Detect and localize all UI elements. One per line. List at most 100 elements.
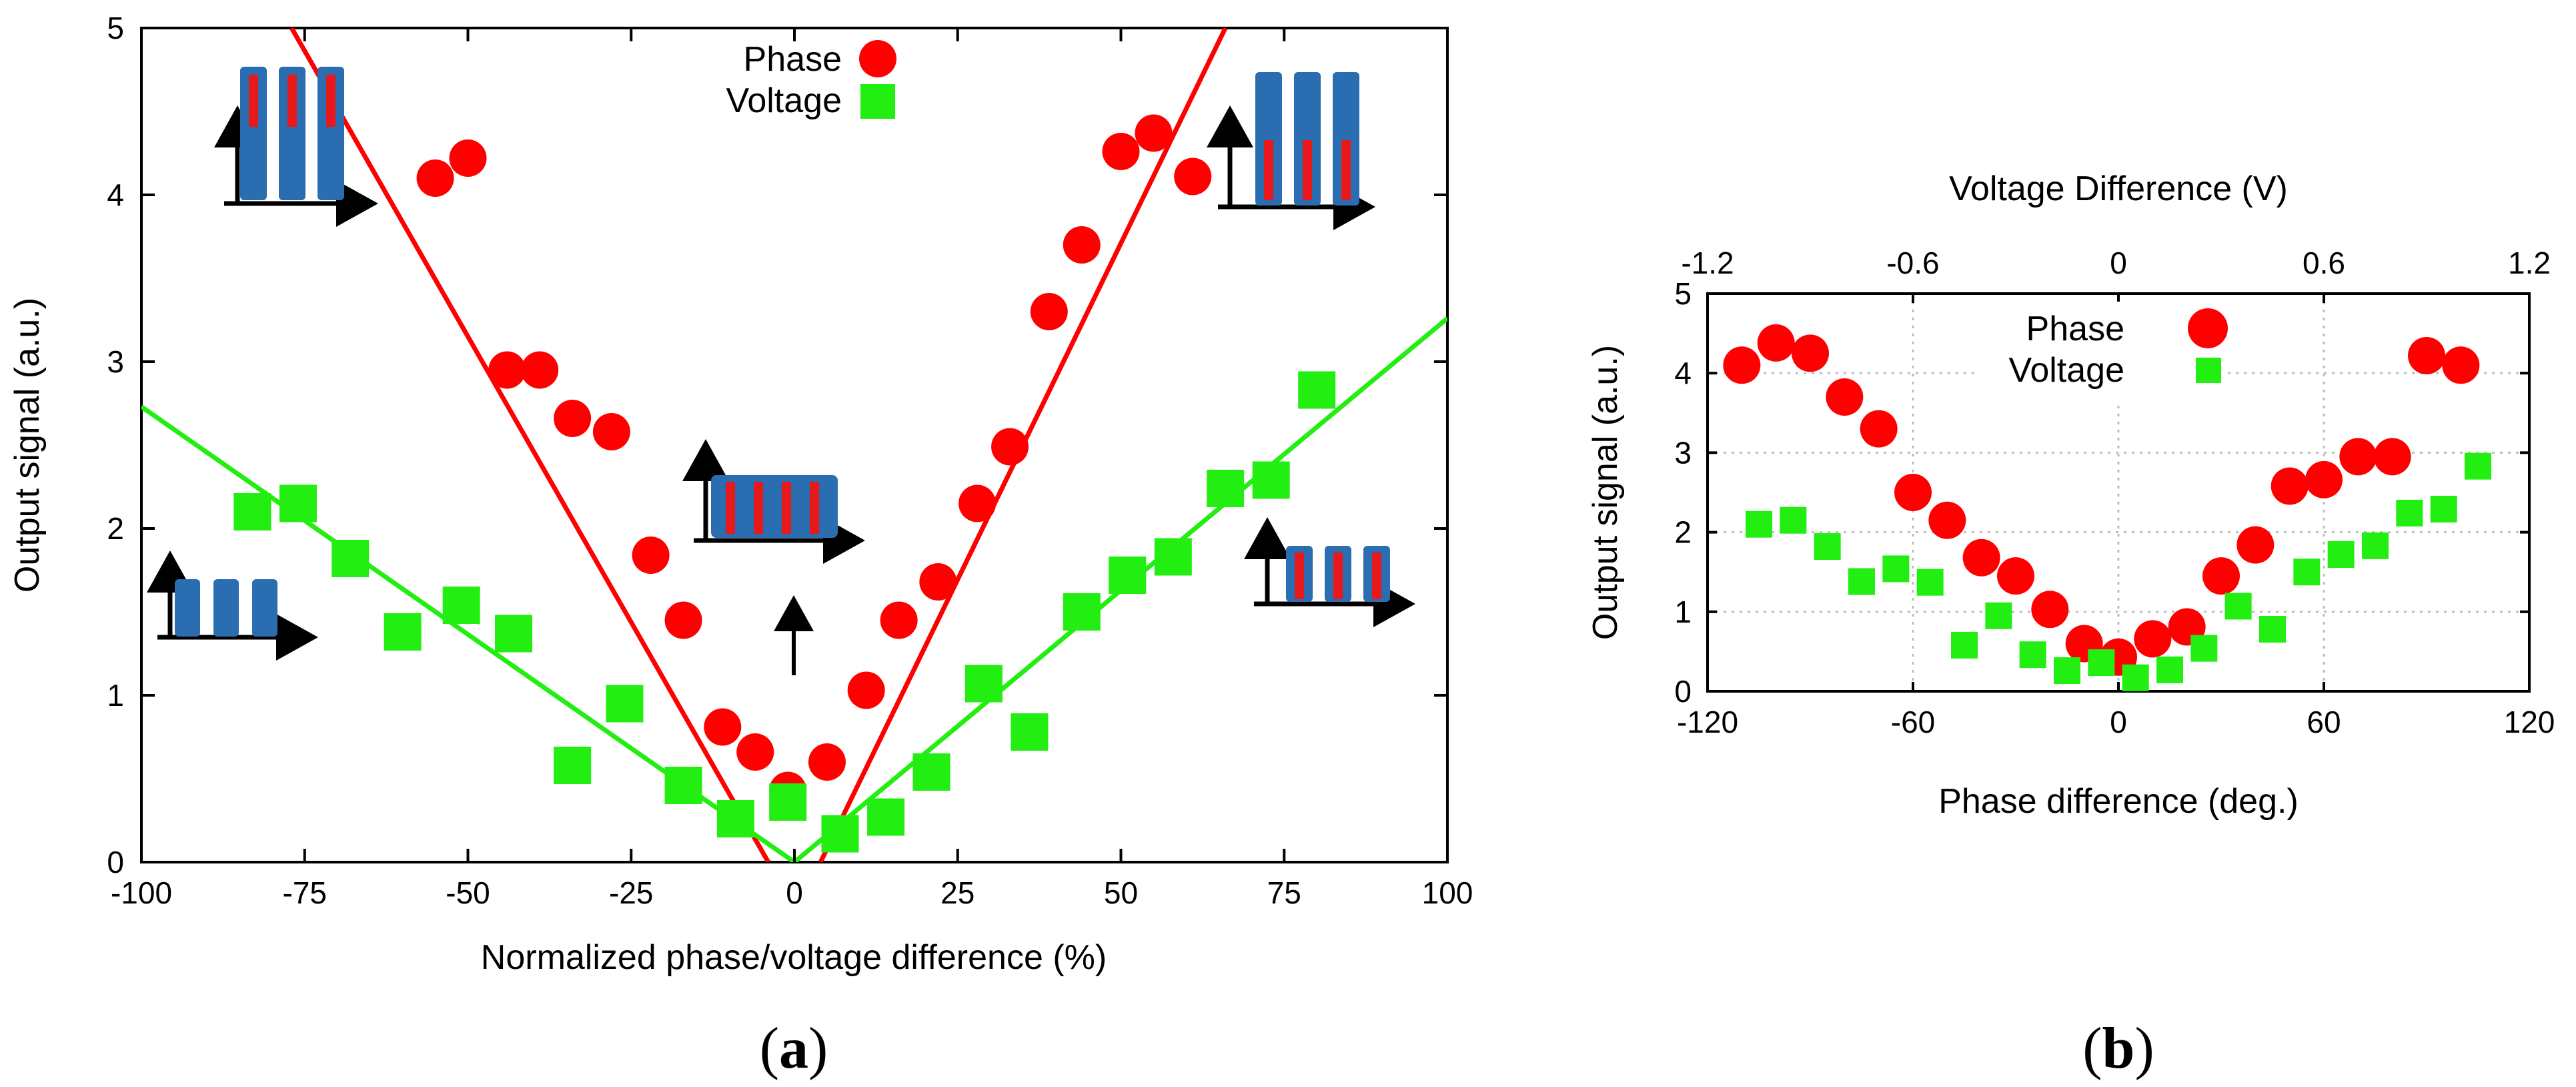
data-point-phase: [1030, 293, 1068, 330]
data-point-voltage: [2054, 657, 2080, 685]
y-tick-label: 5: [1674, 276, 1692, 311]
data-point-voltage: [554, 747, 592, 784]
panel-b-legend-phase-marker: [2188, 308, 2228, 348]
data-point-voltage: [1063, 593, 1101, 631]
data-point-phase: [521, 351, 559, 389]
x-tick-label: 0: [786, 875, 803, 910]
data-point-voltage: [2327, 540, 2355, 568]
panel-a-x-axis-label: Normalized phase/voltage difference (%): [481, 938, 1107, 977]
y-tick-label: 0: [1674, 674, 1692, 709]
y-tick-label: 2: [107, 511, 124, 546]
x-tick-label: -100: [111, 875, 172, 910]
data-point-voltage: [964, 665, 1003, 703]
data-point-phase: [991, 428, 1029, 466]
data-point-phase: [919, 563, 957, 601]
data-point-phase: [2202, 557, 2240, 595]
data-point-phase: [2373, 438, 2411, 476]
y-tick-label: 0: [107, 845, 124, 879]
data-point-voltage: [2019, 641, 2046, 669]
y-tick-label: 4: [107, 177, 124, 212]
data-point-phase: [2339, 438, 2377, 476]
data-point-voltage: [2190, 635, 2218, 662]
inset-device-middle: [682, 439, 865, 675]
data-point-phase: [416, 159, 454, 197]
data-point-phase: [1860, 410, 1898, 448]
y-tick-label: 3: [1674, 435, 1692, 470]
y-tick-label: 1: [107, 678, 124, 713]
panel-b-y-axis-label: Output signal (a.u.): [1586, 345, 1625, 640]
data-point-voltage: [1780, 506, 1807, 534]
data-point-voltage: [384, 613, 422, 651]
data-point-phase: [1063, 226, 1101, 264]
data-point-phase: [704, 708, 742, 746]
x2-tick-label: -0.6: [1886, 246, 1939, 280]
data-point-phase: [2271, 467, 2309, 505]
data-point-phase: [1757, 324, 1795, 362]
data-point-phase: [1997, 557, 2034, 595]
data-point-phase: [2236, 526, 2275, 564]
data-point-phase: [1962, 538, 2000, 577]
inset-device-top-left: [214, 67, 378, 227]
data-point-voltage: [2224, 593, 2252, 620]
data-point-voltage: [2122, 664, 2149, 691]
data-point-voltage: [279, 484, 317, 522]
data-point-voltage: [1916, 569, 1944, 596]
panel-a-legend: Phase Voltage: [726, 40, 896, 120]
y-tick-label: 1: [1674, 595, 1692, 629]
data-point-voltage: [1746, 510, 1772, 538]
panel-a-legend-phase-label: Phase: [744, 40, 842, 79]
y-tick-label: 4: [1674, 356, 1692, 390]
data-point-phase: [808, 743, 846, 781]
data-point-voltage: [1882, 555, 1910, 583]
data-point-voltage: [1951, 631, 1978, 659]
x-tick-label: 60: [2307, 705, 2341, 739]
data-point-voltage: [821, 815, 859, 853]
x-tick-label: -120: [1677, 705, 1738, 739]
data-point-phase: [2134, 620, 2172, 658]
panel-b-legend: Phase Voltage: [1974, 302, 2228, 400]
data-point-voltage: [1814, 533, 1841, 561]
data-point-phase: [1723, 346, 1761, 384]
panel-b-axis-ticks: -120 -60 0 60 120 -1.2 -0.6 0 0.6 1.2 0 1 2 3 4 5: [1674, 246, 2555, 739]
x-tick-label: 50: [1104, 875, 1138, 910]
x-tick-label: -25: [609, 875, 653, 910]
x2-tick-label: -1.2: [1681, 246, 1734, 280]
data-point-voltage: [495, 615, 533, 653]
data-point-voltage: [332, 540, 370, 577]
data-point-voltage: [716, 800, 754, 837]
data-point-phase: [449, 139, 487, 177]
x-tick-label: -75: [283, 875, 327, 910]
data-point-voltage: [2259, 616, 2286, 643]
y-tick-label: 2: [1674, 515, 1692, 550]
inset-device-top-right: [1207, 72, 1375, 230]
x-tick-label: 100: [1422, 875, 1473, 910]
x-tick-label: 0: [2110, 705, 2127, 739]
panel-a-y-axis-label: Output signal (a.u.): [8, 298, 47, 593]
x-tick-label: -50: [446, 875, 490, 910]
panel-b-legend-phase-label: Phase: [2026, 310, 2124, 348]
data-point-phase: [1792, 334, 1829, 372]
data-point-phase: [1826, 378, 1864, 416]
data-point-phase: [1894, 474, 1932, 511]
panel-b-chart: -120 -60 0 60 120 -1.2 -0.6 0 0.6 1.2 0 1 2 3 4 5 Phase…: [1586, 169, 2555, 1081]
panel-a-data-points: [233, 114, 1336, 853]
panel-b-x-axis-label: Phase difference (deg.): [1938, 782, 2299, 821]
data-point-voltage: [606, 685, 644, 723]
panel-a-legend-voltage-marker: [860, 84, 895, 119]
data-point-phase: [592, 413, 630, 450]
data-point-voltage: [2156, 656, 2183, 683]
data-point-voltage: [769, 783, 807, 821]
data-point-phase: [554, 400, 592, 437]
x2-tick-label: 0: [2110, 246, 2127, 280]
panel-b-legend-voltage-label: Voltage: [2009, 351, 2125, 390]
data-point-voltage: [2396, 499, 2423, 526]
data-point-voltage: [1252, 461, 1290, 499]
x-tick-label: -60: [1891, 705, 1935, 739]
panel-b-caption: (b): [2082, 1016, 2154, 1081]
x2-tick-label: 0.6: [2303, 246, 2345, 280]
data-point-voltage: [912, 753, 950, 791]
data-point-phase: [1102, 133, 1140, 170]
data-point-voltage: [1154, 538, 1192, 576]
data-point-voltage: [2362, 532, 2389, 559]
